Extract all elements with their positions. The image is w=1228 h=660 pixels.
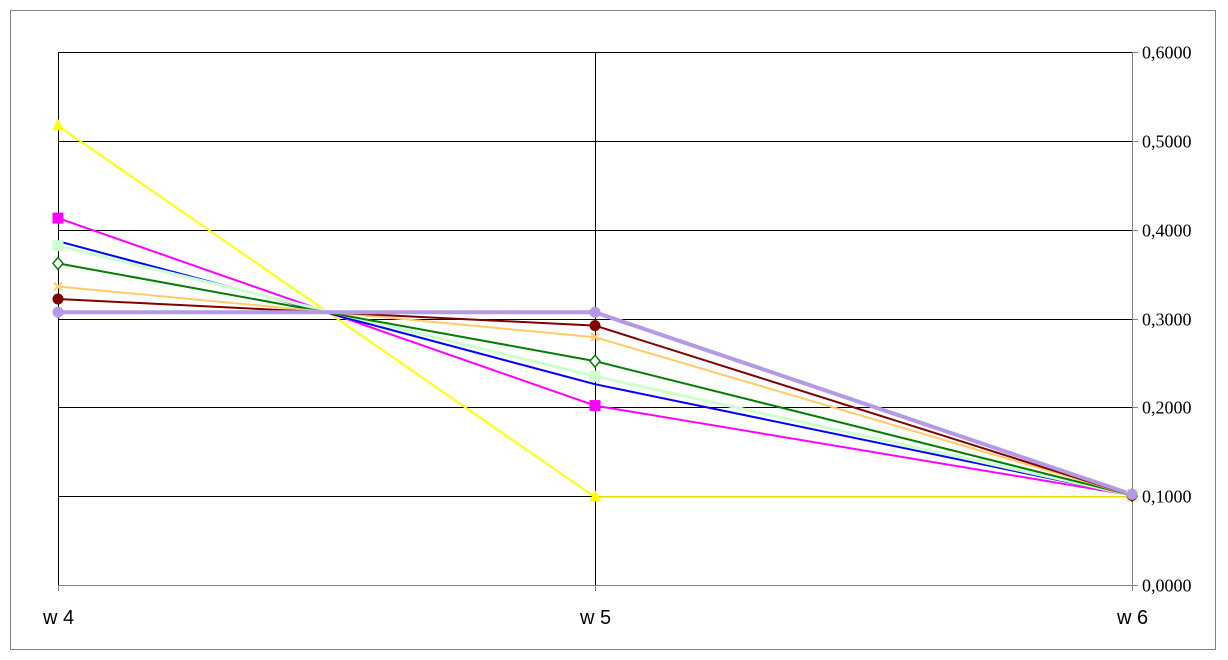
x-tick-label: w 4 (42, 607, 74, 629)
y-tick-label: 0,0000 (1142, 576, 1192, 596)
x-tick-label: w 5 (579, 607, 611, 629)
chart-frame (10, 10, 1216, 650)
y-tick-label: 0,4000 (1142, 221, 1192, 241)
x-tick-label: w 6 (1116, 607, 1148, 629)
data-point (590, 332, 600, 342)
data-point (589, 370, 601, 382)
data-point (589, 306, 601, 318)
data-point (52, 212, 64, 224)
y-tick-labels: 0,0000 0,1000 0,2000 0,3000 0,4000 0,5000 0,60… (1142, 43, 1192, 596)
series-markers (52, 118, 1138, 503)
data-point (589, 353, 601, 369)
y-tick-label: 0,6000 (1142, 43, 1192, 63)
data-point (52, 118, 64, 131)
data-point (589, 489, 601, 502)
data-point (52, 256, 64, 271)
y-tick-label: 0,5000 (1142, 132, 1192, 152)
gridlines (58, 52, 1133, 585)
y-tick-label: 0,3000 (1142, 310, 1192, 330)
data-point (52, 293, 64, 305)
y-tick-label: 0,1000 (1142, 487, 1192, 507)
data-point (52, 306, 64, 318)
x-tick-labels: w 4 w 5 w 6 (42, 607, 1148, 629)
data-point (53, 281, 63, 292)
data-point (589, 400, 601, 412)
y-tick-label: 0,2000 (1142, 398, 1192, 418)
data-point (52, 240, 64, 252)
data-point (589, 320, 601, 332)
data-point (1126, 488, 1138, 500)
